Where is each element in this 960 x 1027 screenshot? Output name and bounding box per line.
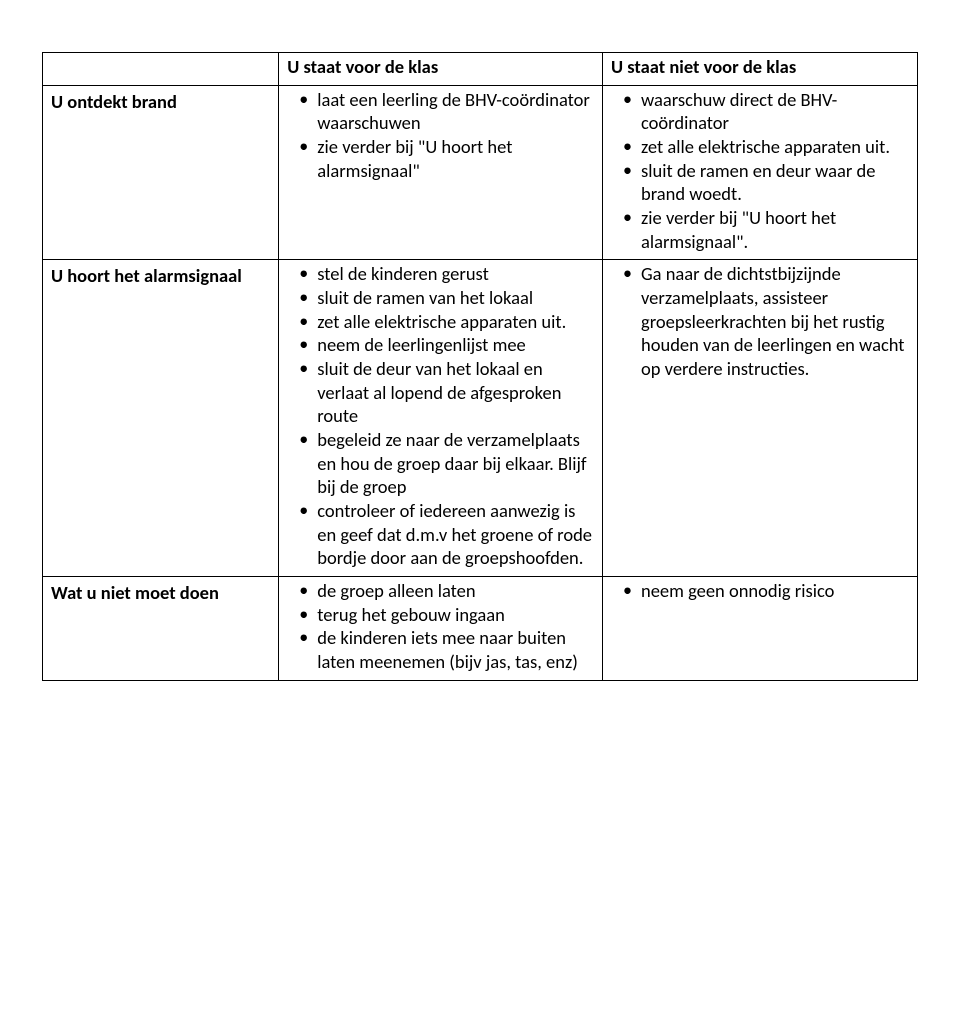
table-row: U ontdekt brand laat een leerling de BHV… xyxy=(43,85,918,260)
row-label: Wat u niet moet doen xyxy=(43,577,279,681)
list-item: terug het gebouw ingaan xyxy=(287,603,594,627)
list-item: de kinderen iets mee naar buiten laten m… xyxy=(287,626,594,673)
list-item: sluit de ramen en deur waar de brand woe… xyxy=(611,159,909,206)
header-col2: U staat voor de klas xyxy=(279,53,603,86)
list-item: neem geen onnodig risico xyxy=(611,579,909,603)
table-row: Wat u niet moet doen de groep alleen lat… xyxy=(43,577,918,681)
bullet-list: de groep alleen laten terug het gebouw i… xyxy=(287,579,594,674)
bullet-list: stel de kinderen gerust sluit de ramen v… xyxy=(287,262,594,570)
cell-col2: laat een leerling de BHV-coördinator waa… xyxy=(279,85,603,260)
table-row: U hoort het alarmsignaal stel de kindere… xyxy=(43,260,918,577)
list-item: laat een leerling de BHV-coördinator waa… xyxy=(287,88,594,135)
bullet-list: Ga naar de dichtstbijzijnde verzamelplaa… xyxy=(611,262,909,380)
row-label: U hoort het alarmsignaal xyxy=(43,260,279,577)
list-item: stel de kinderen gerust xyxy=(287,262,594,286)
cell-col3: neem geen onnodig risico xyxy=(603,577,918,681)
list-item: sluit de ramen van het lokaal xyxy=(287,286,594,310)
header-col3: U staat niet voor de klas xyxy=(603,53,918,86)
bullet-list: neem geen onnodig risico xyxy=(611,579,909,603)
row-label: U ontdekt brand xyxy=(43,85,279,260)
list-item: waarschuw direct de BHV-coördinator xyxy=(611,88,909,135)
list-item: Ga naar de dichtstbijzijnde verzamelplaa… xyxy=(611,262,909,380)
bullet-list: waarschuw direct de BHV-coördinator zet … xyxy=(611,88,909,254)
cell-col2: stel de kinderen gerust sluit de ramen v… xyxy=(279,260,603,577)
list-item: de groep alleen laten xyxy=(287,579,594,603)
list-item: controleer of iedereen aanwezig is en ge… xyxy=(287,499,594,570)
list-item: zie verder bij "U hoort het alarmsignaal… xyxy=(287,135,594,182)
list-item: zet alle elektrische apparaten uit. xyxy=(611,135,909,159)
table-header-row: U staat voor de klas U staat niet voor d… xyxy=(43,53,918,86)
cell-col3: Ga naar de dichtstbijzijnde verzamelplaa… xyxy=(603,260,918,577)
cell-col2: de groep alleen laten terug het gebouw i… xyxy=(279,577,603,681)
header-blank xyxy=(43,53,279,86)
list-item: zet alle elektrische apparaten uit. xyxy=(287,310,594,334)
list-item: begeleid ze naar de verzamelplaats en ho… xyxy=(287,428,594,499)
list-item: zie verder bij "U hoort het alarmsignaal… xyxy=(611,206,909,253)
cell-col3: waarschuw direct de BHV-coördinator zet … xyxy=(603,85,918,260)
bullet-list: laat een leerling de BHV-coördinator waa… xyxy=(287,88,594,183)
instruction-table: U staat voor de klas U staat niet voor d… xyxy=(42,52,918,681)
list-item: neem de leerlingenlijst mee xyxy=(287,333,594,357)
list-item: sluit de deur van het lokaal en verlaat … xyxy=(287,357,594,428)
